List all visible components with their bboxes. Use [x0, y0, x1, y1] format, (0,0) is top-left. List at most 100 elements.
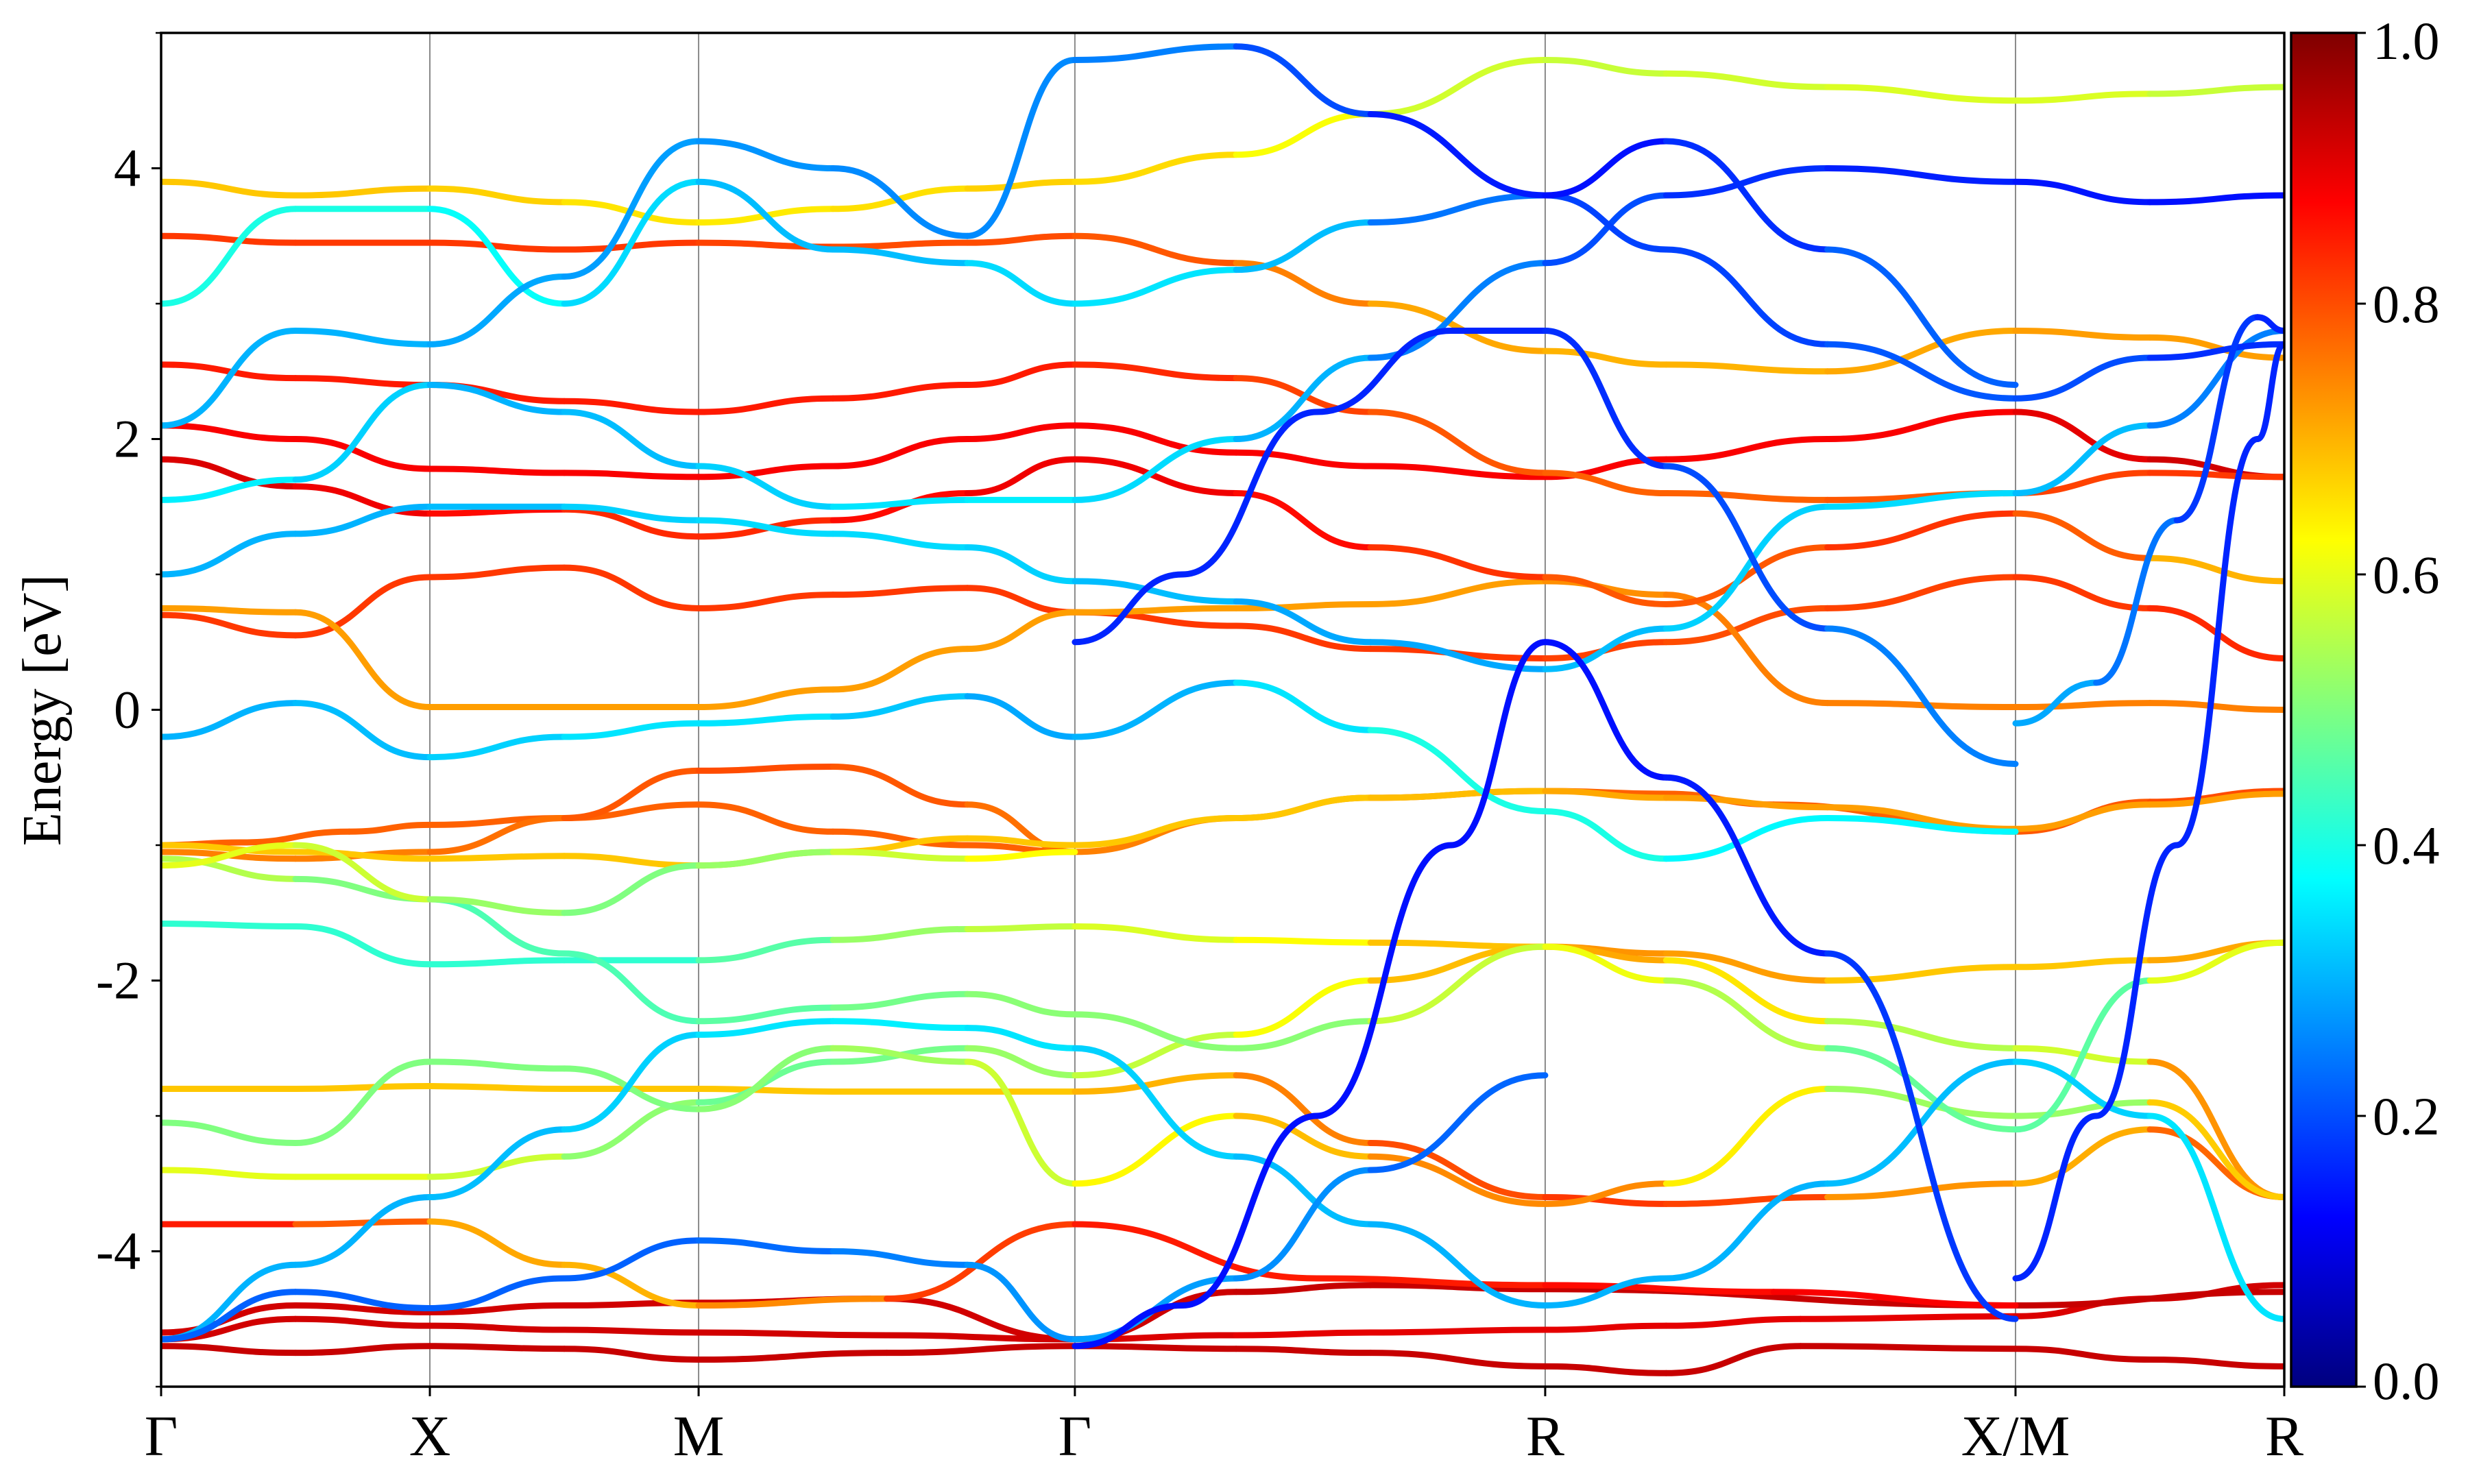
- band-8-segment: [2146, 555, 2284, 585]
- band-1-segment: [1662, 1343, 1804, 1376]
- band-30: [2012, 314, 2284, 727]
- band-5-segment: [561, 767, 702, 821]
- band-24-segment: [1824, 165, 2019, 185]
- band-8-segment: [964, 456, 1078, 496]
- band-20: [161, 1018, 2284, 1343]
- band-15-segment: [1824, 1180, 2019, 1200]
- band-23: [161, 328, 2284, 672]
- band-25-segment: [161, 206, 299, 307]
- band-13-segment: [1072, 815, 1239, 849]
- band-30-segment: [2173, 314, 2261, 524]
- band-21-segment: [964, 1261, 1078, 1343]
- band-10-segment: [1367, 409, 1549, 476]
- band-24-segment: [695, 463, 836, 510]
- band-17-segment: [1824, 1086, 2019, 1119]
- band-3-segment: [883, 1221, 1078, 1302]
- band-23-segment: [1824, 490, 2019, 510]
- band-25: [161, 178, 2284, 402]
- band-23-segment: [695, 517, 836, 537]
- colorbar-tick-label: 0.2: [2373, 1086, 2440, 1146]
- band-7-segment: [1367, 578, 1549, 607]
- band-22-segment: [1824, 815, 2019, 835]
- band-22-segment: [1233, 679, 1374, 733]
- band-13-segment: [1367, 788, 1549, 801]
- x-tick-label: R: [2265, 1404, 2303, 1468]
- band-13-segment: [1662, 794, 1831, 811]
- band-11-segment: [830, 239, 971, 250]
- colorbar-tick-label: 0.8: [2373, 274, 2440, 334]
- band-22-segment: [1072, 679, 1239, 740]
- band-20-segment: [2012, 1058, 2153, 1119]
- band-22-segment: [561, 720, 702, 740]
- band-6-segment: [426, 564, 568, 581]
- band-10-segment: [292, 375, 433, 388]
- band-8-segment: [1824, 510, 2019, 550]
- x-tick-label: X: [409, 1404, 451, 1468]
- band-1-segment: [2146, 1357, 2284, 1370]
- band-21-segment: [426, 1275, 568, 1311]
- band-15-segment: [1662, 1194, 1831, 1207]
- band-4-segment: [830, 828, 971, 849]
- band-9-segment: [1662, 436, 1831, 463]
- band-6-segment: [830, 585, 971, 598]
- band-0-segment: [1662, 1315, 1804, 1329]
- band-0-segment: [292, 1315, 433, 1329]
- band-18-segment: [561, 950, 702, 1025]
- band-1-segment: [695, 1350, 890, 1363]
- y-tick-label: 2: [114, 409, 141, 469]
- band-15-segment: [695, 1086, 836, 1095]
- band-29-segment: [2173, 436, 2261, 849]
- band-10: [161, 361, 2284, 503]
- band-17-segment: [1072, 1112, 1239, 1187]
- band-8-segment: [426, 506, 568, 517]
- band-3-segment: [1542, 1282, 1777, 1296]
- band-6-segment: [561, 564, 702, 611]
- colorbar-ticks: 0.0 0.2 0.4 0.6 0.8 1.0: [2356, 11, 2440, 1411]
- band-2: [161, 1282, 2284, 1343]
- band-26-segment: [292, 328, 433, 348]
- band-22-segment: [292, 700, 433, 761]
- band-8-segment: [561, 506, 702, 540]
- x-tick-label: X/M: [1961, 1404, 2070, 1468]
- band-6-segment: [2012, 574, 2153, 611]
- band-22-segment: [695, 713, 836, 727]
- band-6-segment: [964, 585, 1078, 616]
- band-18-segment: [1072, 1011, 1239, 1051]
- band-25-segment: [2012, 354, 2153, 402]
- band-2-segment: [883, 1296, 1078, 1343]
- band-25-segment: [426, 206, 568, 307]
- band-28-segment: [1072, 571, 1186, 646]
- band-12-segment: [161, 178, 299, 199]
- band-17-segment: [1367, 1153, 1549, 1207]
- band-6-segment: [292, 574, 433, 639]
- band-17-segment: [1542, 1180, 1669, 1207]
- band-12-segment: [292, 185, 433, 199]
- band-2-segment: [292, 1302, 433, 1315]
- band-20-segment: [1824, 1058, 2019, 1187]
- band-lines: [161, 43, 2284, 1376]
- band-24-segment: [292, 382, 433, 483]
- band-10-segment: [830, 382, 971, 402]
- band-3-segment: [426, 1218, 568, 1268]
- band-25-segment: [561, 178, 702, 307]
- band-20-segment: [830, 1018, 971, 1032]
- band-15-segment: [1367, 1140, 1549, 1200]
- band-1-segment: [426, 1343, 568, 1352]
- band-18-segment: [2146, 939, 2284, 984]
- band-18-segment: [161, 855, 299, 882]
- band-4-segment: [346, 821, 433, 835]
- band-1-segment: [1233, 1346, 1374, 1357]
- band-9-segment: [830, 436, 971, 470]
- band-11-segment: [1367, 300, 1549, 354]
- band-13-segment: [426, 853, 568, 862]
- band-22: [161, 679, 2019, 862]
- band-9-segment: [426, 465, 568, 476]
- band-15-segment: [1233, 1072, 1374, 1146]
- band-17-segment: [1662, 1086, 1831, 1187]
- band-13-segment: [161, 842, 299, 855]
- x-axis-ticks: Γ X M Γ R X/M R: [145, 1387, 2303, 1468]
- band-3-segment: [1072, 1221, 1320, 1282]
- band-5-segment: [695, 763, 836, 774]
- band-12-segment: [1072, 151, 1239, 185]
- band-2-segment: [1367, 1282, 1549, 1293]
